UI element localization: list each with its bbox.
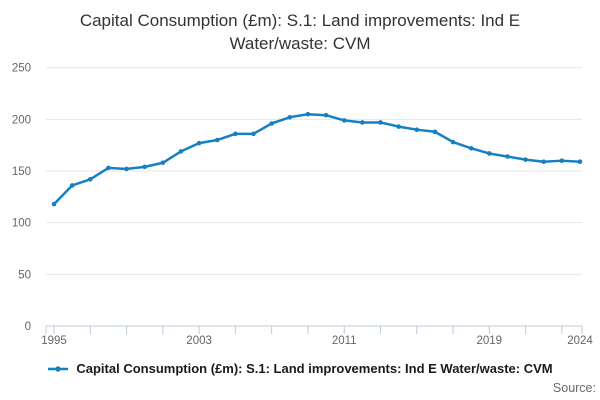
data-point-marker	[233, 131, 238, 137]
data-point-marker	[468, 145, 474, 151]
data-point-marker	[51, 201, 57, 207]
data-point-marker	[577, 159, 583, 165]
y-axis-tick-label: 0	[25, 321, 31, 333]
chart-title-line-1: Capital Consumption (£m): S.1: Land impr…	[79, 11, 521, 30]
data-point-marker	[87, 176, 93, 182]
data-point-marker	[505, 154, 510, 159]
y-axis-tick-label: 100	[12, 218, 31, 230]
series-marker-icon	[48, 365, 69, 372]
data-point-marker	[214, 137, 220, 143]
data-point-marker	[160, 160, 166, 166]
source-label: Source:	[552, 381, 596, 395]
x-axis-tick-label: 2024	[567, 335, 593, 347]
chart-title-line-2: Water/waste: CVM	[229, 34, 371, 53]
data-point-marker	[251, 131, 256, 137]
data-point-marker	[360, 120, 365, 125]
data-point-marker	[541, 159, 547, 165]
data-point-marker	[450, 139, 456, 145]
chart-legend[interactable]: Capital Consumption (£m): S.1: Land impr…	[0, 361, 600, 376]
y-axis-tick-label: 150	[12, 166, 31, 178]
data-point-marker	[178, 149, 184, 154]
data-point-marker	[287, 114, 293, 120]
data-point-marker	[414, 127, 420, 132]
series-line	[52, 112, 582, 206]
x-axis-tick-label: 2019	[477, 335, 503, 347]
y-axis-tick-label: 50	[18, 269, 31, 281]
data-point-marker	[378, 120, 383, 125]
data-point-marker	[523, 157, 528, 162]
data-point-marker	[269, 121, 274, 126]
y-axis-tick-label: 200	[12, 114, 31, 126]
line-chart: 0 50 100 150 200 250 1995 2003 2011 2019 2024	[12, 63, 594, 347]
data-point-marker	[305, 111, 311, 117]
data-point-marker	[196, 140, 202, 146]
data-point-marker	[106, 165, 111, 171]
x-axis-tick-label: 2003	[186, 335, 212, 347]
data-point-marker	[396, 124, 401, 129]
legend-dot-glyph	[55, 365, 62, 372]
y-axis-tick-label: 250	[12, 63, 31, 75]
data-point-marker	[124, 166, 129, 172]
chart-title: Capital Consumption (£m): S.1: Land impr…	[0, 9, 600, 55]
legend-label: Capital Consumption (£m): S.1: Land impr…	[76, 361, 553, 376]
data-point-marker	[432, 129, 438, 135]
x-axis-tick-label: 1995	[41, 335, 67, 347]
data-point-marker	[487, 151, 492, 156]
x-axis-tick-label: 2011	[332, 335, 357, 347]
data-point-marker	[69, 183, 75, 188]
data-point-marker	[341, 118, 347, 123]
data-point-marker	[323, 112, 329, 118]
data-point-marker	[559, 158, 565, 163]
data-point-marker	[142, 164, 147, 170]
